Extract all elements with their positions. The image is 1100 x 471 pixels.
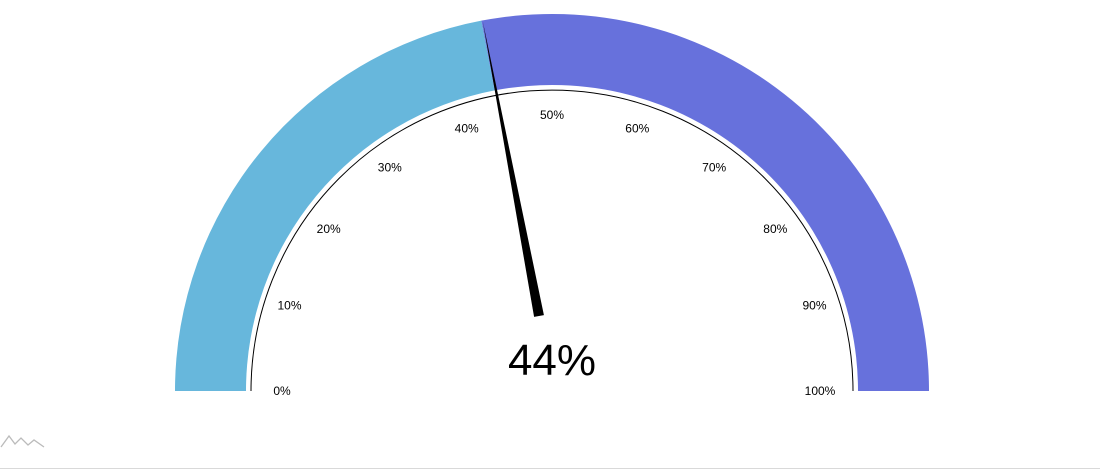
gauge-tick-label: 70% (702, 161, 726, 175)
gauge-tick-label: 90% (802, 299, 826, 313)
gauge-tick-label: 60% (625, 122, 649, 136)
amcharts-logo-icon[interactable] (0, 434, 45, 448)
gauge-axis-arc (250, 89, 854, 392)
gauge-tick-label: 100% (805, 384, 836, 398)
gauge-value-label: 44% (508, 336, 596, 385)
gauge-tick-label: 30% (378, 161, 402, 175)
bottom-divider (0, 468, 1100, 469)
gauge-tick-label: 0% (273, 384, 291, 398)
gauge-tick-label: 50% (540, 108, 564, 122)
gauge-band-0 (175, 20, 495, 392)
gauge-band-1 (481, 13, 929, 391)
gauge-tick-label: 80% (763, 222, 787, 236)
gauge-tick-label: 10% (277, 299, 301, 313)
watermark-line (0, 434, 45, 448)
gauge-tick-label: 40% (455, 122, 479, 136)
gauge-needle (482, 21, 544, 317)
gauge-tick-labels: 0% 10% 20% 30% 40% 50% 60% 70% 80% 90% 100% (273, 108, 835, 398)
gauge-bands (175, 13, 929, 392)
gauge-tick-label: 20% (317, 222, 341, 236)
